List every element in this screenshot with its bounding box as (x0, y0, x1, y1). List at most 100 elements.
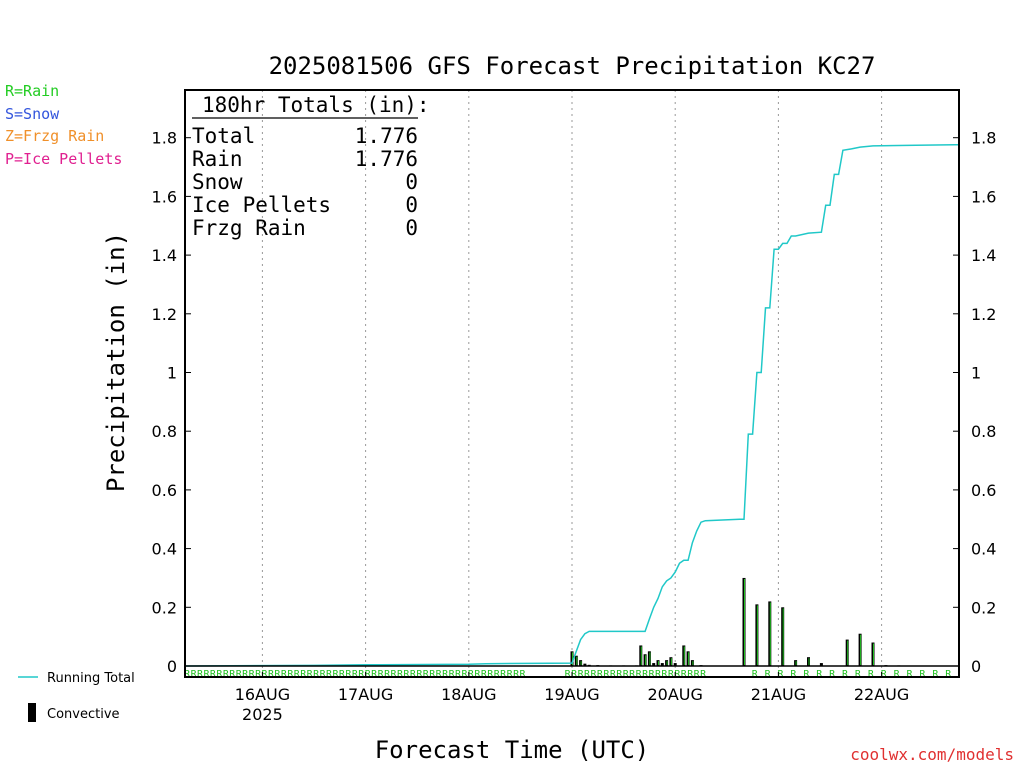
totals-row-rain-value: 1.776 (355, 147, 418, 171)
type-legend-frzg-rain: Z=Frzg Rain (5, 127, 104, 145)
precip-type-marker-66: R (649, 669, 656, 680)
precip-type-marker-10: R (249, 669, 256, 680)
precip-type-marker-34: R (403, 669, 410, 680)
precip-type-marker-27: R (358, 669, 365, 680)
x-tick-label-3: 19AUG (544, 685, 599, 704)
precip-type-marker-82: R (842, 669, 849, 680)
precip-type-marker-49: R (500, 669, 507, 680)
precip-type-marker-22: R (326, 669, 333, 680)
precip-type-marker-57: R (590, 669, 597, 680)
y-tick-right-label-6: 1.2 (971, 305, 996, 324)
rain-bar-1 (576, 656, 578, 665)
rain-bar-2 (580, 661, 582, 665)
rain-bar-10 (645, 655, 647, 665)
convective-bar-28 (819, 663, 823, 666)
totals-header: 180hr Totals (in): (202, 93, 430, 117)
precip-type-marker-63: R (629, 669, 636, 680)
precip-type-marker-1: R (191, 669, 198, 680)
precip-type-marker-6: R (223, 669, 230, 680)
precip-type-marker-4: R (210, 669, 217, 680)
totals-row-frzg-rain-label: Frzg Rain (192, 216, 306, 240)
type-legend-ice-pellets: P=Ice Pellets (5, 150, 122, 168)
y-tick-right-label-0: 0 (971, 657, 981, 676)
type-legend: R=Rain S=Snow Z=Frzg Rain P=Ice Pellets (5, 82, 122, 168)
precip-type-marker-88: R (919, 669, 926, 680)
y-tick-left-label-7: 1.4 (152, 246, 177, 265)
rain-bar-30 (860, 634, 862, 665)
precip-type-marker-14: R (274, 669, 281, 680)
precip-type-marker-36: R (416, 669, 423, 680)
precip-type-marker-45: R (474, 669, 481, 680)
precip-type-marker-21: R (320, 669, 327, 680)
precip-type-marker-77: R (778, 669, 785, 680)
totals-row-total-value: 1.776 (355, 124, 418, 148)
rain-bar-16 (670, 658, 672, 665)
precip-type-marker-11: R (255, 669, 262, 680)
precip-type-marker-8: R (236, 669, 243, 680)
precip-type-marker-86: R (894, 669, 901, 680)
precip-type-marker-26: R (352, 669, 359, 680)
precip-type-marker-32: R (391, 669, 398, 680)
chart-title: 2025081506 GFS Forecast Precipitation KC… (269, 52, 876, 80)
y-tick-left-label-3: 0.6 (152, 481, 177, 500)
precip-type-marker-13: R (268, 669, 275, 680)
rain-bar-18 (683, 646, 685, 665)
gridlines (261, 90, 883, 677)
precip-type-marker-90: R (945, 669, 952, 680)
precip-type-marker-75: R (752, 669, 759, 680)
convective-bar-12 (652, 663, 656, 666)
x-tick-label-4: 20AUG (647, 685, 702, 704)
precip-type-marker-15: R (281, 669, 288, 680)
precip-type-marker-74: R (700, 669, 707, 680)
precip-type-marker-81: R (829, 669, 836, 680)
x-tick-year-label: 2025 (242, 705, 283, 724)
precip-type-marker-46: R (481, 669, 488, 680)
precip-type-marker-76: R (765, 669, 772, 680)
precip-type-marker-24: R (339, 669, 346, 680)
precip-type-marker-89: R (932, 669, 939, 680)
precip-type-marker-9: R (242, 669, 249, 680)
precip-type-marker-30: R (378, 669, 385, 680)
credit-text: coolwx.com/models (850, 745, 1014, 764)
precip-type-marker-42: R (455, 669, 462, 680)
y-tick-left-label-8: 1.6 (152, 187, 177, 206)
precip-type-marker-35: R (410, 669, 417, 680)
precip-type-marker-38: R (429, 669, 436, 680)
y-tick-right-label-1: 0.2 (971, 598, 996, 617)
rain-bar-11 (649, 652, 651, 665)
y-tick-left-label-9: 1.8 (152, 129, 177, 148)
precip-type-marker-71: R (681, 669, 688, 680)
running-total-line (184, 143, 959, 667)
y-tick-left-label-5: 1 (167, 364, 177, 383)
rain-bar-29 (847, 640, 849, 665)
precip-type-marker-17: R (294, 669, 301, 680)
precip-type-marker-44: R (468, 669, 475, 680)
precip-type-marker-73: R (694, 669, 701, 680)
precip-type-marker-80: R (816, 669, 823, 680)
precip-type-marker-50: R (507, 669, 514, 680)
rain-bar-23 (756, 605, 758, 665)
precip-type-marker-79: R (803, 669, 810, 680)
precip-type-marker-43: R (461, 669, 468, 680)
precip-type-marker-48: R (494, 669, 501, 680)
totals-row-rain-label: Rain (192, 147, 243, 171)
precip-type-marker-85: R (881, 669, 888, 680)
y-tick-right-label-8: 1.6 (971, 187, 996, 206)
precip-type-marker-78: R (790, 669, 797, 680)
precip-type-marker-31: R (384, 669, 391, 680)
precip-type-marker-33: R (397, 669, 404, 680)
y-ticks-left: 0 0.2 0.4 0.6 0.8 1 1.2 1.4 1.6 1.8 (152, 129, 191, 676)
y-tick-left-label-2: 0.4 (152, 540, 177, 559)
rain-bar-0 (572, 652, 573, 665)
precip-type-marker-23: R (332, 669, 339, 680)
precip-type-marker-59: R (603, 669, 610, 680)
totals-row-frzg-rain-value: 0 (405, 216, 418, 240)
x-tick-label-1: 17AUG (338, 685, 393, 704)
precip-type-marker-54: R (571, 669, 578, 680)
precip-type-marker-51: R (513, 669, 520, 680)
precip-type-marker-70: R (674, 669, 681, 680)
rain-bar-20 (692, 661, 694, 665)
rain-bar-27 (808, 658, 810, 665)
series-legend: Running Total Convective (18, 671, 135, 722)
